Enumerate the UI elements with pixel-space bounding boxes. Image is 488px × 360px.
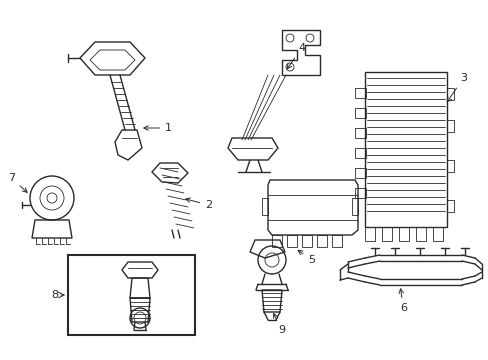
Text: 2: 2 — [185, 198, 212, 210]
Text: 5: 5 — [298, 250, 314, 265]
Text: 1: 1 — [143, 123, 172, 133]
Bar — [302, 235, 311, 247]
Bar — [364, 227, 374, 241]
Bar — [398, 227, 408, 241]
Text: 6: 6 — [398, 289, 406, 313]
Bar — [286, 235, 296, 247]
Bar — [415, 227, 425, 241]
Text: 4: 4 — [286, 43, 305, 69]
Text: 7: 7 — [8, 173, 27, 192]
Bar — [364, 72, 446, 227]
Bar — [68, 255, 195, 335]
Bar — [432, 227, 442, 241]
Bar — [316, 235, 326, 247]
Text: 3: 3 — [446, 73, 466, 102]
Bar — [271, 235, 282, 247]
Text: 9: 9 — [273, 314, 285, 335]
Text: 8: 8 — [51, 290, 58, 300]
Bar — [331, 235, 341, 247]
Bar — [381, 227, 391, 241]
